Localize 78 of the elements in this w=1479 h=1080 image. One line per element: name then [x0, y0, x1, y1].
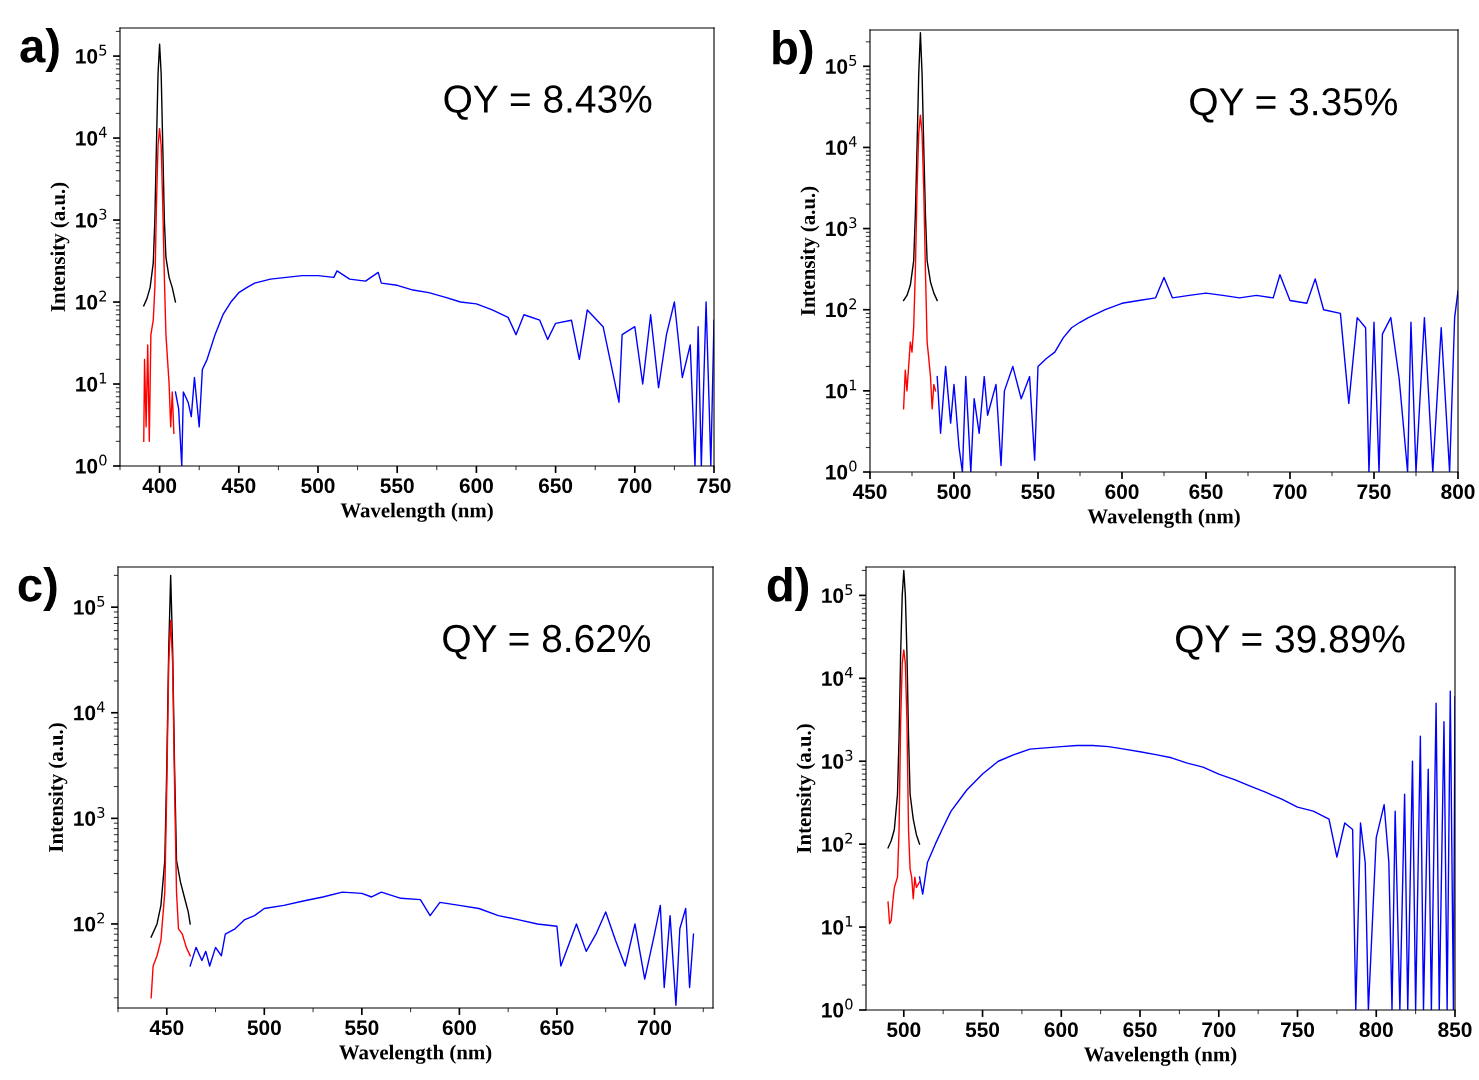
y-tick-label: 10$^{5}$: [822, 584, 853, 604]
annotation: QY = 39.89%: [1176, 625, 1405, 660]
chart-title: a): [20, 28, 59, 73]
y-tick-label: 10$^{0}$: [76, 454, 107, 474]
y-tick-label: 10$^{0}$: [826, 460, 857, 480]
y-tick-label: 10$^{3}$: [826, 217, 857, 237]
x-tick-label: 450: [852, 484, 887, 500]
y-tick-label: 10$^{5}$: [76, 44, 107, 64]
x-tick-label: 600: [459, 478, 493, 494]
line-series: [887, 649, 921, 925]
x-tick-label: 700: [618, 478, 652, 494]
line-series: [143, 128, 175, 443]
x-tick-label: 700: [1273, 484, 1307, 500]
y-tick-label: 10$^{1}$: [826, 379, 857, 399]
x-tick-label: 700: [1202, 1022, 1236, 1038]
x-tick-label: 700: [637, 1020, 671, 1036]
y-axis-title: Intensity (a.u.): [800, 186, 820, 316]
x-tick-label: 800: [1359, 1022, 1393, 1038]
x-tick-label: 550: [1021, 484, 1055, 500]
x-axis-title: Wavelength (nm): [1087, 508, 1240, 528]
y-tick-label: 10$^{0}$: [822, 998, 853, 1018]
line-series: [918, 690, 1455, 1010]
x-tick-label: 850: [1438, 1022, 1472, 1038]
y-tick-label: 10$^{1}$: [76, 372, 107, 392]
y-tick-label: 10$^{5}$: [826, 55, 857, 74]
y-tick-label: 10$^{4}$: [826, 136, 857, 156]
annotation: QY = 8.43%: [444, 85, 652, 120]
x-tick-label: 550: [345, 1020, 379, 1036]
line-series: [887, 569, 921, 849]
annotation: QY = 3.35%: [1190, 88, 1398, 123]
annotation: QY = 8.62%: [443, 624, 651, 660]
line-series: [143, 43, 177, 307]
x-tick-label: 500: [247, 1020, 281, 1036]
x-tick-label: 750: [697, 478, 731, 494]
line-series: [150, 619, 191, 999]
y-tick-label: 10$^{4}$: [822, 667, 853, 686]
x-tick-label: 500: [301, 478, 335, 494]
x-tick-label: 550: [965, 1022, 1000, 1038]
y-tick-label: 10$^{4}$: [74, 701, 105, 721]
x-tick-label: 550: [380, 478, 414, 494]
y-tick-label: 10$^{1}$: [822, 915, 853, 935]
line-series: [902, 114, 937, 410]
x-axis-title: Wavelength (nm): [1084, 1046, 1237, 1066]
y-axis-title: Intensity (a.u.): [796, 724, 816, 853]
y-axis-title: Intensity (a.u.): [48, 723, 68, 852]
x-tick-label: 450: [149, 1020, 184, 1036]
chart-title: c): [18, 567, 57, 612]
y-tick-label: 10$^{5}$: [74, 595, 105, 615]
chart-title: b): [773, 30, 813, 75]
x-tick-label: 500: [887, 1022, 921, 1038]
y-tick-label: 10$^{4}$: [76, 126, 107, 146]
line-series: [189, 891, 695, 1006]
x-tick-label: 650: [1189, 484, 1223, 500]
y-tick-label: 10$^{3}$: [74, 806, 105, 826]
x-tick-label: 650: [538, 478, 573, 494]
x-tick-label: 400: [142, 478, 177, 494]
x-tick-label: 800: [1441, 484, 1475, 500]
y-tick-label: 10$^{3}$: [76, 208, 107, 228]
y-axis-title: Intensity (a.u.): [50, 182, 70, 312]
x-tick-label: 450: [221, 478, 256, 494]
x-axis-title: Wavelength (nm): [340, 502, 493, 522]
x-tick-label: 650: [540, 1020, 574, 1036]
x-tick-label: 600: [442, 1020, 476, 1036]
y-tick-label: 10$^{3}$: [822, 749, 853, 769]
x-tick-label: 750: [1357, 484, 1391, 500]
x-tick-label: 500: [937, 484, 971, 500]
y-tick-label: 10$^{2}$: [76, 290, 107, 310]
x-tick-label: 650: [1123, 1022, 1157, 1038]
y-tick-label: 10$^{2}$: [822, 832, 853, 852]
x-tick-label: 600: [1044, 1022, 1078, 1038]
x-axis-title: Wavelength (nm): [339, 1044, 492, 1064]
chart-title: d): [767, 567, 809, 612]
line-series: [174, 270, 714, 466]
line-series: [936, 274, 1458, 472]
x-tick-label: 750: [1281, 1022, 1315, 1038]
x-tick-label: 600: [1105, 484, 1139, 500]
y-tick-label: 10$^{2}$: [826, 298, 857, 318]
y-tick-label: 10$^{2}$: [74, 912, 105, 932]
